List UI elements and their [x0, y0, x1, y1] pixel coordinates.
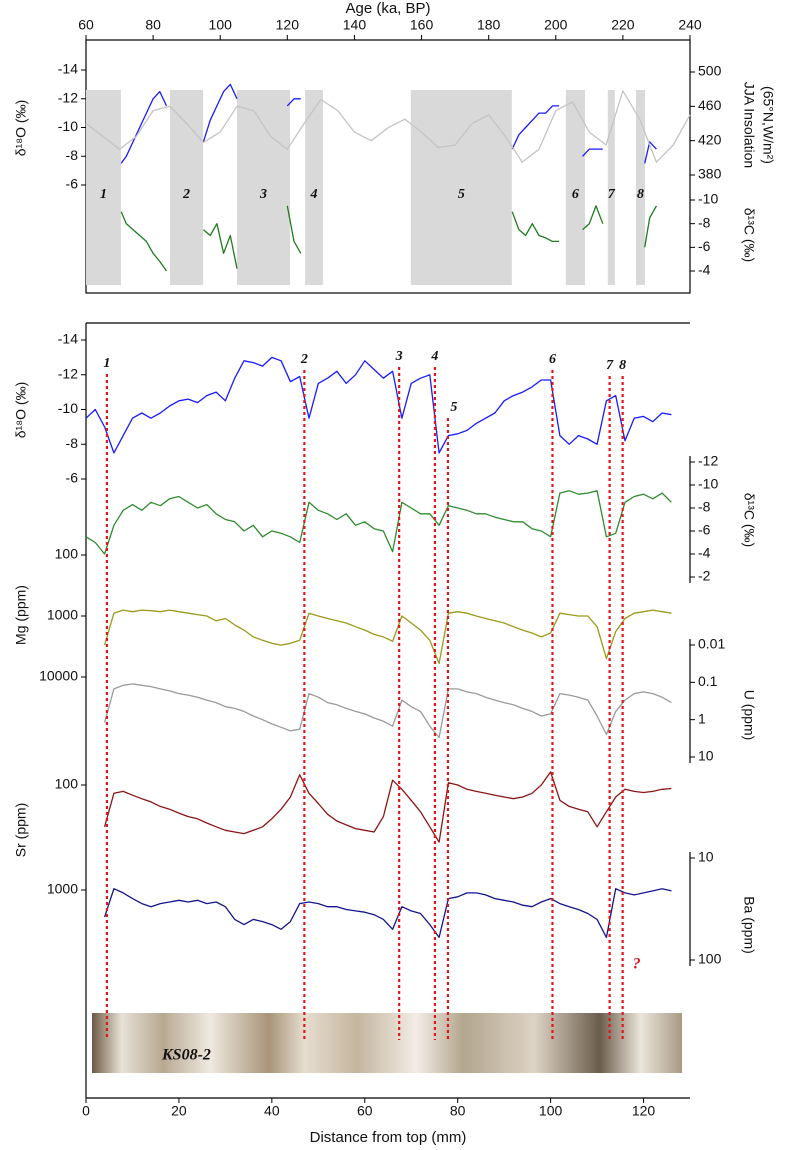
- data-line: [103, 771, 672, 843]
- x-tick-label: 60: [357, 1103, 373, 1119]
- y-tick-label: -6: [698, 522, 711, 538]
- data-line: [103, 888, 672, 939]
- x-tick-label: 0: [82, 1103, 90, 1119]
- y-axis-title: Ba (ppm): [741, 896, 757, 954]
- interval-label: 6: [572, 187, 579, 202]
- event-label: 8: [619, 358, 626, 373]
- y-tick-label: 10000: [39, 668, 78, 684]
- y-axis-title: (65°N,W/m²): [760, 86, 776, 164]
- shaded-interval: [86, 90, 121, 285]
- y-tick-label: -8: [66, 147, 79, 163]
- interval-label: 5: [458, 187, 465, 202]
- x-tick-label: 100: [209, 17, 233, 33]
- y-tick-label: -8: [698, 214, 711, 230]
- data-line: [120, 205, 657, 272]
- sample-label: KS08-2: [161, 1047, 211, 1064]
- y-axis-title: Sr (ppm): [13, 803, 29, 857]
- shaded-interval: [565, 90, 585, 285]
- y-axis-title: Mg (ppm): [13, 585, 29, 645]
- data-line: [120, 83, 657, 164]
- x-tick-label: 160: [410, 17, 434, 33]
- y-tick-label: -4: [698, 545, 711, 561]
- x-tick-label: 220: [611, 17, 635, 33]
- y-tick-label: 100: [55, 546, 79, 562]
- interval-label: 3: [259, 187, 267, 202]
- x-tick-label: 180: [477, 17, 501, 33]
- data-line: [85, 490, 672, 555]
- interval-label: 8: [637, 187, 644, 202]
- event-label: 5: [450, 400, 457, 415]
- y-axis-title: δ¹⁸O (‰): [13, 382, 29, 438]
- shaded-interval: [237, 90, 291, 285]
- shaded-interval: [607, 90, 615, 285]
- event-label: 7: [606, 358, 614, 373]
- y-tick-label: -10: [58, 118, 78, 134]
- y-tick-label: -10: [698, 191, 718, 207]
- y-tick-label: -12: [698, 453, 718, 469]
- y-axis-title: δ¹⁸O (‰): [13, 100, 29, 156]
- event-label: 1: [103, 356, 110, 371]
- y-tick-label: 1000: [47, 607, 78, 623]
- y-tick-label: 0.01: [698, 636, 725, 652]
- shaded-interval: [635, 90, 646, 285]
- y-tick-label: -4: [698, 262, 711, 278]
- y-tick-label: -14: [58, 331, 78, 347]
- interval-label: 4: [310, 187, 318, 202]
- y-tick-label: -10: [58, 400, 78, 416]
- interval-label: 1: [100, 187, 107, 202]
- y-tick-label: -6: [66, 176, 79, 192]
- y-axis-title: δ¹³C (‰): [741, 493, 757, 547]
- y-tick-label: -14: [58, 61, 78, 77]
- y-tick-label: 1000: [47, 881, 78, 897]
- y-tick-label: 500: [698, 63, 722, 79]
- x-tick-label: 120: [632, 1103, 656, 1119]
- data-line: [103, 609, 672, 665]
- interval-label: 7: [608, 187, 616, 202]
- annotation: ?: [633, 956, 641, 973]
- y-tick-label: -12: [58, 89, 78, 105]
- x-tick-label: 80: [450, 1103, 466, 1119]
- x-tick-label: 40: [264, 1103, 280, 1119]
- x-axis-title: Distance from top (mm): [310, 1129, 467, 1146]
- y-tick-label: 460: [698, 97, 722, 113]
- y-tick-label: -12: [58, 365, 78, 381]
- y-axis-title: U (ppm): [741, 690, 757, 741]
- y-tick-label: -8: [66, 435, 79, 451]
- x-tick-label: 100: [539, 1103, 563, 1119]
- x-tick-label: 140: [343, 17, 367, 33]
- event-label: 6: [549, 352, 556, 367]
- y-axis-title: JJA Insolation: [741, 82, 757, 168]
- data-line: [85, 90, 691, 163]
- y-axis-title: δ¹³C (‰): [741, 208, 757, 262]
- y-tick-label: 380: [698, 166, 722, 182]
- y-tick-label: 10: [698, 748, 714, 764]
- y-tick-label: -10: [698, 476, 718, 492]
- interval-label: 2: [182, 187, 190, 202]
- y-tick-label: 10: [698, 849, 714, 865]
- y-tick-label: 0.1: [698, 673, 718, 689]
- x-tick-label: 60: [78, 17, 94, 33]
- y-tick-label: 100: [698, 951, 722, 967]
- data-line: [103, 683, 672, 739]
- y-tick-label: -8: [698, 499, 711, 515]
- y-tick-label: 100: [55, 776, 79, 792]
- event-label: 4: [430, 349, 438, 364]
- y-tick-label: -6: [66, 470, 79, 486]
- x-tick-label: 120: [276, 17, 300, 33]
- x-tick-label: 80: [145, 17, 161, 33]
- x-axis-title: Age (ka, BP): [345, 0, 430, 17]
- y-tick-label: -2: [698, 568, 711, 584]
- x-tick-label: 200: [544, 17, 568, 33]
- shaded-interval: [305, 90, 323, 285]
- y-tick-label: 420: [698, 131, 722, 147]
- event-label: 2: [300, 352, 308, 367]
- x-tick-label: 20: [171, 1103, 187, 1119]
- data-line: [85, 356, 672, 454]
- y-tick-label: 1: [698, 710, 706, 726]
- y-tick-label: -6: [698, 238, 711, 254]
- event-label: 3: [395, 349, 403, 364]
- x-tick-label: 240: [678, 17, 702, 33]
- sample-photo: [92, 1013, 682, 1073]
